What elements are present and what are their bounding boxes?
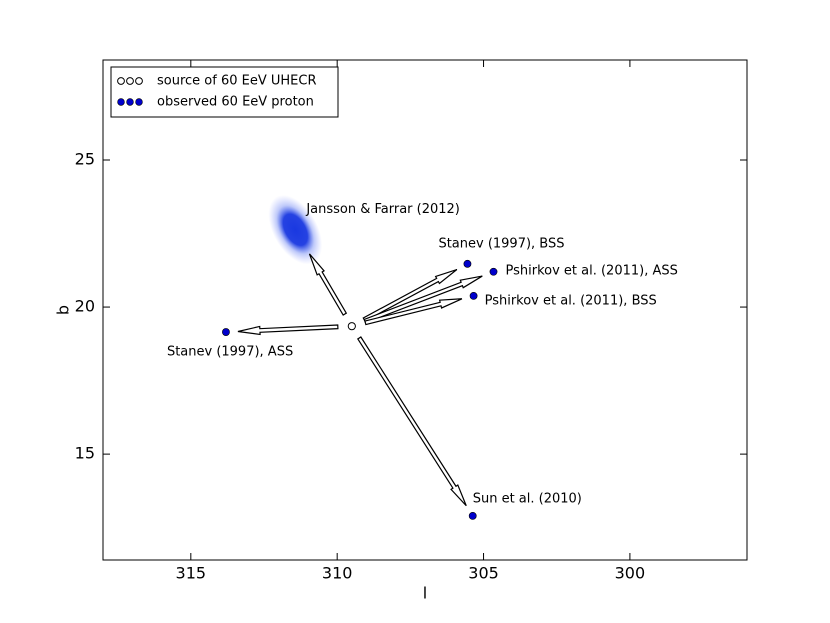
model-blob <box>268 195 323 265</box>
observed-point <box>489 267 498 276</box>
y-tick-label: 25 <box>75 150 95 169</box>
annotation-label: Jansson & Farrar (2012) <box>305 202 460 217</box>
point-label: Pshirkov et al. (2011), ASS <box>505 263 677 278</box>
deflection-arrow <box>237 324 339 336</box>
point-label: Pshirkov et al. (2011), BSS <box>485 293 657 308</box>
observed-point <box>469 291 478 300</box>
source-point <box>347 322 356 331</box>
x-axis-label: l <box>423 584 427 603</box>
observed-point <box>468 511 477 520</box>
y-tick-label: 20 <box>75 297 95 316</box>
marks: Jansson & Farrar (2012) Stanev (1997), AS… <box>167 195 678 520</box>
legend-marker <box>126 98 134 106</box>
legend-marker <box>117 98 125 106</box>
deflection-arrow <box>356 336 467 507</box>
legend-box <box>110 66 339 118</box>
deflection-arrow <box>364 298 463 326</box>
deflection-arrow <box>363 275 483 324</box>
y-axis-label: b <box>54 305 73 315</box>
observed-point <box>463 259 472 268</box>
legend-marker <box>135 98 143 106</box>
x-tick-label: 300 <box>615 564 646 583</box>
y-tick-label: 15 <box>75 444 95 463</box>
legend-marker <box>117 77 125 85</box>
observed-point <box>222 328 230 336</box>
legend-label: observed 60 EeV proton <box>157 95 314 110</box>
legend-marker <box>135 77 143 85</box>
point-label: Stanev (1997), ASS <box>167 345 293 360</box>
legend-marker <box>126 77 134 85</box>
x-tick-label: 305 <box>468 564 499 583</box>
point-label: Sun et al. (2010) <box>473 491 582 506</box>
x-tick-label: 310 <box>322 564 353 583</box>
deflection-arrow <box>362 268 458 322</box>
deflection-arrow <box>308 253 348 316</box>
x-tick-label: 315 <box>176 564 207 583</box>
legend-label: source of 60 EeV UHECR <box>157 74 317 89</box>
point-label: Stanev (1997), BSS <box>438 236 564 251</box>
